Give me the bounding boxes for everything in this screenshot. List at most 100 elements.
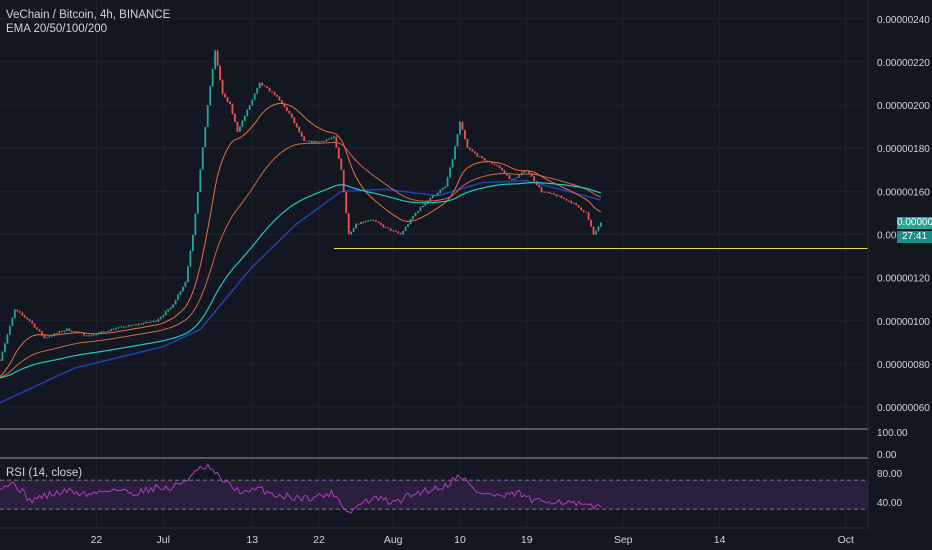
candle-body	[248, 105, 251, 110]
candle-body	[194, 213, 197, 236]
candle-body	[510, 178, 513, 180]
pane-separators	[0, 428, 932, 529]
rsi-legend[interactable]: RSI (14, close)	[6, 467, 83, 479]
ema-200-line	[0, 179, 602, 404]
candle-body	[189, 250, 192, 267]
candle-body	[105, 331, 108, 333]
candle-body	[167, 309, 170, 312]
candle-body	[177, 294, 179, 300]
candle-body	[253, 93, 256, 100]
candle-body	[449, 167, 451, 178]
candle-body	[357, 223, 360, 225]
candle-body	[149, 321, 152, 323]
candle-body	[238, 126, 241, 132]
candle-body	[162, 315, 165, 317]
candle-body	[65, 328, 68, 331]
candle-body	[347, 213, 350, 235]
candle-body	[332, 136, 335, 138]
candle-body	[206, 105, 209, 127]
candle-body	[107, 330, 110, 332]
candle-body	[41, 331, 43, 336]
candle-body	[421, 205, 424, 208]
candle-body	[283, 103, 286, 108]
candle-body	[597, 226, 600, 232]
candle-body	[491, 161, 494, 164]
candle-body	[508, 175, 511, 179]
candle-body	[0, 359, 1, 361]
candle-body	[325, 139, 328, 142]
time-tick-label: 22	[313, 534, 325, 546]
candle-body	[434, 194, 437, 196]
candle-body	[281, 100, 283, 104]
candle-body	[523, 170, 526, 173]
candle-body	[137, 323, 140, 325]
candle-body	[70, 330, 73, 332]
candle-body	[471, 149, 474, 152]
candle-body	[221, 79, 224, 94]
candle-body	[468, 147, 471, 150]
candle-body	[11, 317, 14, 326]
candle-body	[48, 336, 51, 338]
candle-body	[560, 195, 563, 198]
candle-body	[481, 156, 484, 159]
candle-body	[13, 309, 16, 318]
candle-body	[414, 212, 417, 217]
candle-body	[120, 326, 123, 328]
candle-body	[483, 158, 486, 161]
rsi-band-fill	[0, 480, 868, 510]
candle-body	[446, 177, 449, 187]
candle-body	[263, 85, 266, 87]
price-tick-label: 0.00000200	[877, 101, 930, 112]
last-price-tag: 0.00000145	[897, 217, 932, 229]
candle-body	[1, 351, 4, 361]
candle-body	[184, 282, 187, 287]
candle-body	[394, 230, 397, 232]
candle-body	[320, 141, 323, 142]
candle-body	[439, 190, 442, 194]
candle-body	[278, 96, 281, 101]
candle-body	[152, 320, 155, 322]
candle-body	[530, 173, 533, 177]
candle-body	[313, 141, 315, 143]
candle-body	[417, 211, 419, 213]
candle-body	[412, 216, 414, 220]
candle-body	[570, 201, 573, 204]
scale-tick-label: 100.00	[877, 428, 908, 439]
candle-body	[204, 126, 207, 148]
candle-body	[31, 320, 34, 324]
rsi-tick-label: 40.00	[877, 498, 902, 509]
candle-body	[125, 326, 128, 328]
ema-legend[interactable]: EMA 20/50/100/200	[6, 23, 108, 35]
candle-body	[102, 331, 105, 333]
candle-body	[557, 195, 560, 197]
candle-body	[399, 233, 402, 235]
candle-body	[226, 97, 229, 102]
candle-body	[587, 212, 590, 220]
price-tick-label: 0.00000220	[877, 58, 930, 69]
candle-body	[276, 95, 278, 97]
ema-200-series	[0, 179, 602, 404]
candle-body	[147, 321, 150, 323]
candle-body	[216, 50, 219, 66]
candle-body	[93, 334, 95, 336]
chart-title: VeChain / Bitcoin, 4h, BINANCE	[6, 9, 171, 21]
candle-body	[575, 203, 578, 206]
candle-body	[224, 93, 226, 98]
candle-body	[46, 337, 48, 339]
price-axis: 0.00000240 0.00000220 0.00000200 0.00000180…	[867, 0, 932, 550]
rsi-line	[0, 463, 602, 514]
price-axis-bg[interactable]	[868, 0, 932, 550]
bar-countdown-tag: 27:41	[897, 231, 932, 243]
candle-body	[26, 317, 29, 320]
candle-body	[191, 235, 194, 251]
candle-body	[73, 331, 76, 333]
candle-body	[461, 121, 464, 131]
candle-body	[88, 335, 90, 337]
candle-body	[83, 332, 85, 336]
candle-body	[550, 193, 553, 194]
candle-body	[285, 107, 288, 111]
price-tick-label: 0.00000180	[877, 144, 930, 155]
candle-body	[345, 192, 348, 214]
candle-body	[310, 140, 313, 143]
